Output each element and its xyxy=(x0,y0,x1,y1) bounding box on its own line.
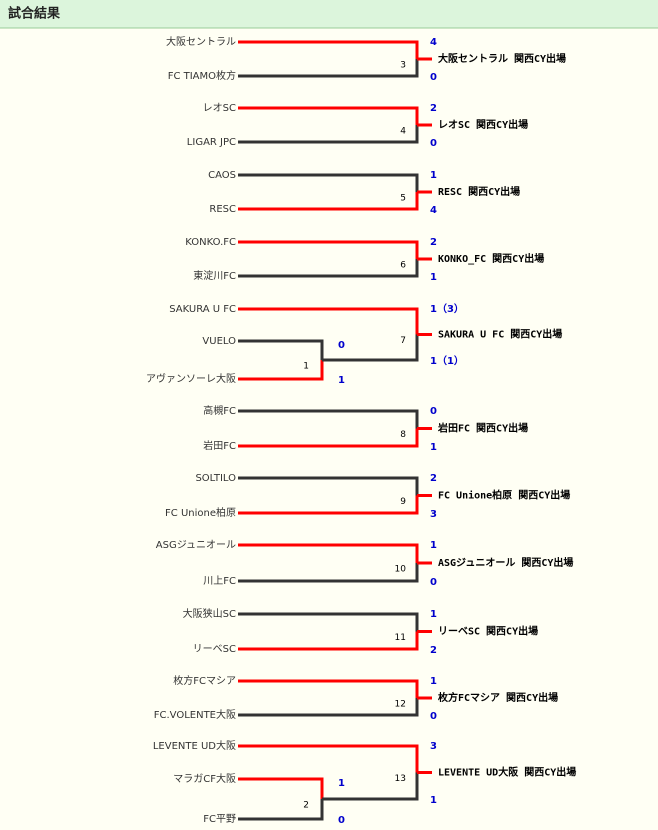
match-number: 7 xyxy=(400,336,406,346)
team-name: FC Unione柏原 xyxy=(165,506,236,519)
match-number: 3 xyxy=(400,61,406,71)
match-result: LEVENTE UD大阪 関西CY出場 xyxy=(438,766,576,779)
match-number: 4 xyxy=(400,127,406,137)
team-score: 2 xyxy=(430,473,437,484)
team-name: RESC xyxy=(209,204,236,215)
team-name: LEVENTE UD大阪 xyxy=(153,739,236,752)
team-score: 0 xyxy=(430,72,437,83)
team-name: 東淀川FC xyxy=(193,269,236,282)
team-name: CAOS xyxy=(208,170,236,181)
team-score: 3 xyxy=(430,741,437,752)
match-number: 1 xyxy=(303,362,309,372)
team-name: 大阪セントラル xyxy=(166,35,236,48)
team-score: 1 xyxy=(430,170,437,181)
match-number: 8 xyxy=(400,430,406,440)
team-name: 大阪狭山SC xyxy=(183,607,236,620)
header-bar xyxy=(0,0,658,28)
team-name: アヴァンソーレ大阪 xyxy=(146,372,236,385)
team-name: LIGAR JPC xyxy=(187,137,236,148)
match-number: 13 xyxy=(395,774,406,784)
match-result: 枚方FCマシア 関西CY出場 xyxy=(438,691,558,704)
team-name: 岩田FC xyxy=(203,439,236,452)
team-score: 0 xyxy=(430,138,437,149)
team-score: 0 xyxy=(338,815,345,826)
team-score: 1 xyxy=(430,795,437,806)
team-name: 川上FC xyxy=(203,575,236,587)
team-score: 0 xyxy=(430,406,437,417)
team-score: 0 xyxy=(338,340,345,351)
team-name: リーベSC xyxy=(193,643,236,655)
match-result: FC Unione柏原 関西CY出場 xyxy=(438,489,570,502)
team-score: 0 xyxy=(430,711,437,722)
team-score: 1 xyxy=(430,676,437,687)
match-number: 2 xyxy=(303,801,309,811)
match-result: KONKO_FC 関西CY出場 xyxy=(438,252,544,265)
team-score: 4 xyxy=(430,205,437,216)
match-number: 10 xyxy=(395,565,407,575)
team-name: 枚方FCマシア xyxy=(173,674,236,687)
team-name: FC平野 xyxy=(203,813,236,825)
match-result: ASGジュニオール 関西CY出場 xyxy=(438,556,573,569)
team-score: 4 xyxy=(430,37,437,48)
match-result: 岩田FC 関西CY出場 xyxy=(437,422,528,435)
team-name: ASGジュニオール xyxy=(156,539,236,551)
match-number: 6 xyxy=(400,261,406,271)
team-score: 2 xyxy=(430,237,437,248)
match-result: RESC 関西CY出場 xyxy=(438,185,520,198)
match-number: 5 xyxy=(400,194,406,204)
match-number: 11 xyxy=(395,633,406,643)
team-score: 1（3） xyxy=(430,302,464,315)
team-name: FC TIAMO枚方 xyxy=(168,69,236,82)
match-result: SAKURA U FC 関西CY出場 xyxy=(438,328,562,341)
team-name: 高槻FC xyxy=(203,404,236,417)
team-score: 2 xyxy=(430,645,437,656)
team-score: 2 xyxy=(430,103,437,114)
match-result: リーベSC 関西CY出場 xyxy=(438,625,538,638)
team-score: 1 xyxy=(338,778,345,789)
match-result: レオSC 関西CY出場 xyxy=(438,118,528,131)
team-score: 0 xyxy=(430,577,437,588)
team-score: 3 xyxy=(430,509,437,520)
team-score: 1 xyxy=(338,375,345,386)
team-score: 1 xyxy=(430,442,437,453)
team-score: 1（1） xyxy=(430,354,464,367)
team-name: VUELO xyxy=(202,336,236,347)
team-score: 1 xyxy=(430,272,437,283)
match-number: 12 xyxy=(395,700,406,710)
team-name: SOLTILO xyxy=(195,473,236,484)
team-name: FC.VOLENTE大阪 xyxy=(154,708,236,721)
match-result: 大阪セントラル 関西CY出場 xyxy=(438,52,566,65)
team-name: SAKURA U FC xyxy=(169,304,236,315)
team-score: 1 xyxy=(430,609,437,620)
team-name: レオSC xyxy=(203,102,236,114)
team-name: マラガCF大阪 xyxy=(173,772,236,785)
team-score: 1 xyxy=(430,540,437,551)
team-name: KONKO.FC xyxy=(185,237,236,248)
header-title: 試合結果 xyxy=(8,6,60,22)
match-number: 9 xyxy=(400,497,406,507)
